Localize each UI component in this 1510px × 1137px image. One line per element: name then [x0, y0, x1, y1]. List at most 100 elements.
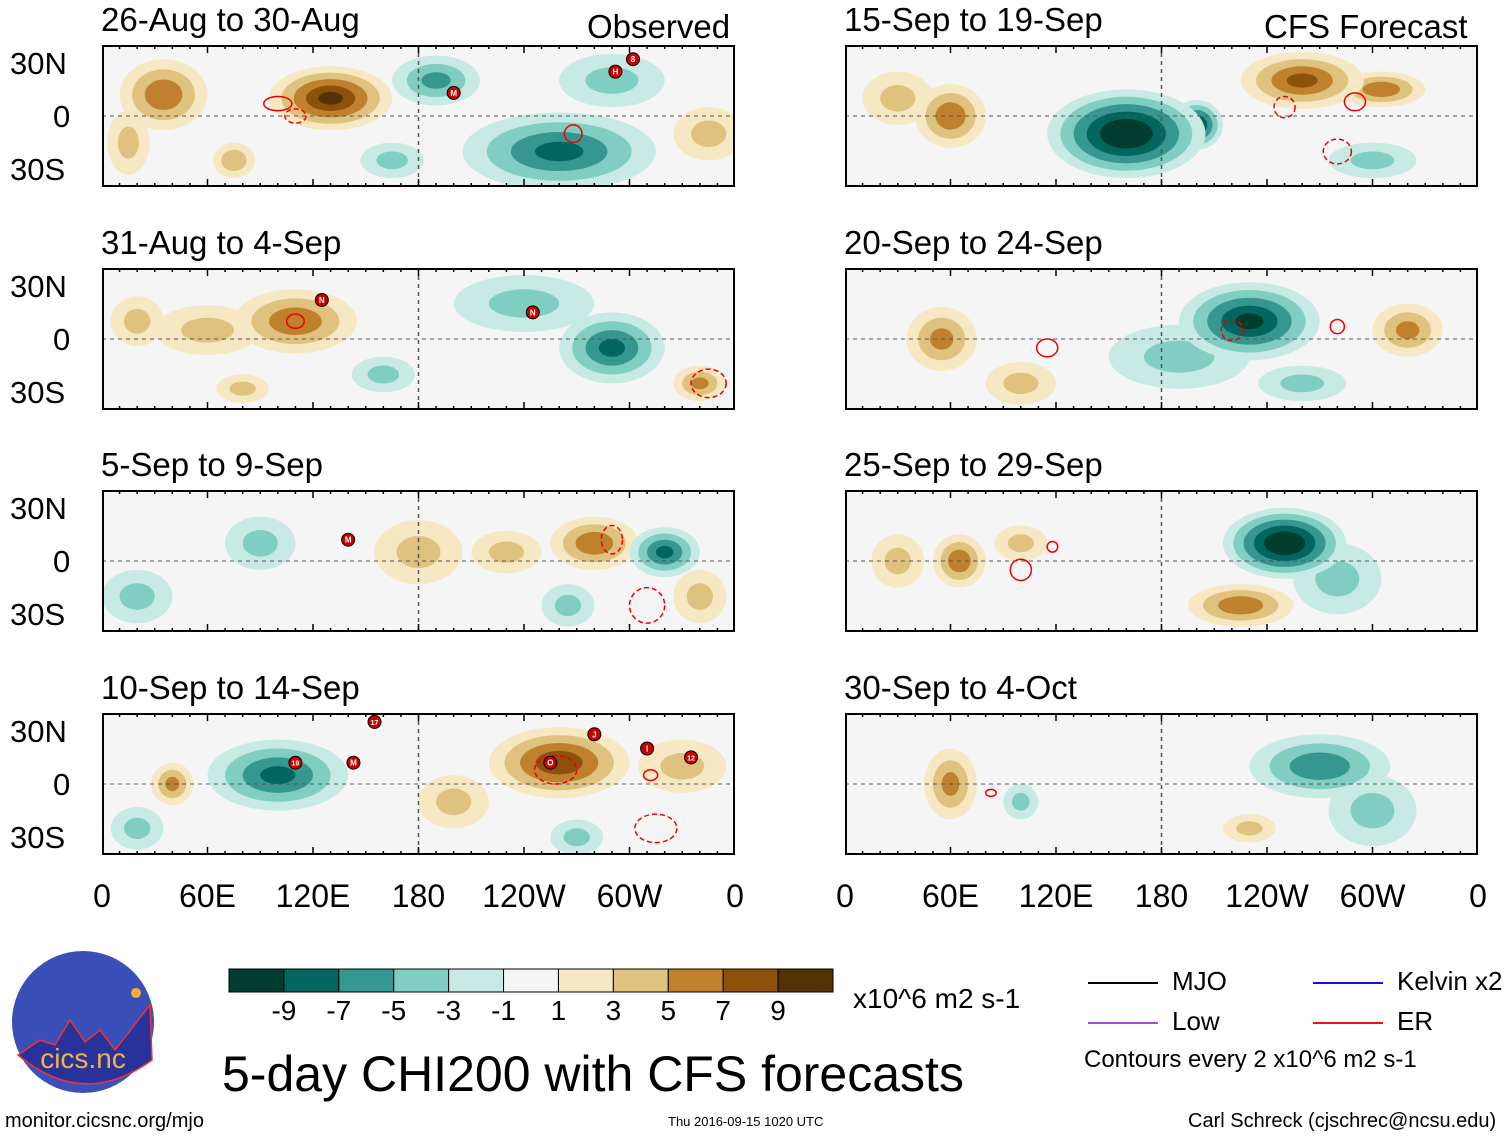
er-contour	[1035, 338, 1059, 358]
colorbar-swatch	[777, 968, 834, 993]
tropical-cyclone-icon: I	[640, 741, 655, 756]
anomaly-contour	[376, 151, 408, 170]
lat-tick-label: 30N	[10, 713, 67, 749]
legend-label: Low	[1172, 1006, 1220, 1036]
colorbar-label: 7	[715, 995, 731, 1026]
anomaly-contour	[123, 308, 151, 334]
anomaly-contour	[534, 141, 584, 162]
anomaly-contour	[123, 817, 151, 840]
anomaly-contour	[181, 317, 234, 343]
colorbar-label: 5	[660, 995, 676, 1026]
legend-line	[1088, 982, 1158, 984]
anomaly-contour	[488, 289, 560, 318]
er-contour	[285, 313, 305, 330]
lon-tick-label: 60E	[179, 878, 236, 914]
anomaly-contour	[1003, 372, 1039, 395]
anomaly-contour	[221, 149, 247, 172]
legend-line	[1313, 1022, 1383, 1024]
tropical-cyclone-icon: 19	[288, 755, 303, 770]
colorbar-swatch	[503, 968, 559, 993]
lon-tick-label: 180	[1134, 878, 1189, 914]
colorbar-units: x10^6 m2 s-1	[853, 983, 1021, 1014]
panel-title: 20-Sep to 24-Sep	[844, 224, 1103, 261]
lat-tick-label: 30S	[10, 152, 66, 188]
tropical-cyclone-icon: N	[314, 292, 329, 307]
svg-text:I: I	[646, 745, 648, 754]
colorbar-label: 1	[551, 995, 567, 1026]
er-contour	[1046, 540, 1059, 553]
tropical-cyclone-icon: N	[525, 305, 540, 320]
svg-text:O: O	[547, 759, 553, 768]
anomaly-contour	[165, 776, 180, 792]
er-contour	[1329, 318, 1346, 335]
colorbar-label: 9	[770, 995, 786, 1026]
er-contour	[563, 124, 583, 144]
anomaly-contour	[117, 126, 139, 159]
anomaly-contour	[488, 541, 524, 563]
anomaly-contour	[1235, 313, 1264, 330]
tropical-cyclone-icon: M	[446, 85, 461, 100]
anomaly-contour	[1236, 821, 1263, 836]
anomaly-contour	[575, 531, 614, 555]
lon-tick-label: 180	[391, 878, 446, 914]
anomaly-contour	[1289, 752, 1350, 780]
map-panel: M H 8	[102, 45, 735, 187]
anomaly-contour	[144, 79, 183, 110]
er-contour	[642, 769, 659, 782]
er-contour	[634, 813, 678, 844]
svg-text:19: 19	[292, 761, 300, 768]
anomaly-contour	[269, 307, 322, 335]
svg-text:N: N	[319, 296, 325, 305]
panel-title: 10-Sep to 14-Sep	[101, 669, 360, 706]
tropical-cyclone-icon: 12	[684, 750, 699, 765]
er-contour	[1343, 92, 1367, 112]
legend-line	[1088, 1022, 1158, 1024]
source-url[interactable]: monitor.cicsnc.org/mjo	[5, 1110, 204, 1132]
panel-title: 15-Sep to 19-Sep	[844, 1, 1103, 38]
map-panel	[845, 713, 1478, 855]
tropical-cyclone-icon: 8	[626, 52, 641, 67]
lon-tick-label: 0	[836, 878, 854, 914]
colorbar-swatch	[338, 968, 395, 993]
colorbar-swatch	[448, 968, 505, 993]
anomaly-contour	[1274, 537, 1295, 550]
svg-text:J: J	[592, 730, 596, 739]
svg-text:17: 17	[371, 720, 379, 727]
anomaly-contour	[1350, 151, 1395, 170]
anomaly-contour	[367, 365, 400, 384]
svg-text:12: 12	[687, 755, 695, 762]
anomaly-contour	[554, 594, 582, 617]
map-panel	[845, 45, 1478, 187]
anomaly-contour	[563, 828, 590, 847]
colorbar-swatch	[228, 968, 285, 993]
svg-text:N: N	[530, 308, 536, 317]
forecast-label: CFS Forecast	[1264, 8, 1468, 45]
er-contour	[984, 788, 997, 798]
anomaly-contour	[436, 788, 472, 816]
lon-tick-label: 60W	[1339, 878, 1406, 914]
svg-text:cics.nc: cics.nc	[40, 1043, 126, 1074]
anomaly-contour	[1113, 126, 1140, 142]
er-contour	[1009, 558, 1033, 582]
anomaly-contour	[535, 750, 583, 775]
tropical-cyclone-icon: J	[587, 727, 602, 742]
colorbar-label: -9	[271, 995, 296, 1026]
colorbar-label: -7	[326, 995, 351, 1026]
lat-tick-label: 30S	[10, 375, 66, 411]
legend-line	[1313, 982, 1383, 984]
panel-title: 30-Sep to 4-Oct	[844, 669, 1077, 706]
anomaly-contour	[1350, 792, 1395, 829]
lon-tick-label: 60E	[922, 878, 979, 914]
map-panel: M	[102, 490, 735, 632]
svg-text:8: 8	[631, 55, 636, 64]
colorbar-swatch	[722, 968, 779, 993]
tropical-cyclone-icon: M	[346, 755, 361, 770]
anomaly-contour	[598, 339, 626, 357]
anomaly-contour	[1012, 792, 1030, 811]
legend-label: Kelvin x2	[1397, 966, 1503, 996]
legend-note: Contours every 2 x10^6 m2 s-1	[1084, 1046, 1417, 1073]
legend-label: ER	[1397, 1006, 1434, 1036]
lat-tick-label: 0	[53, 544, 71, 579]
svg-text:M: M	[450, 89, 457, 98]
